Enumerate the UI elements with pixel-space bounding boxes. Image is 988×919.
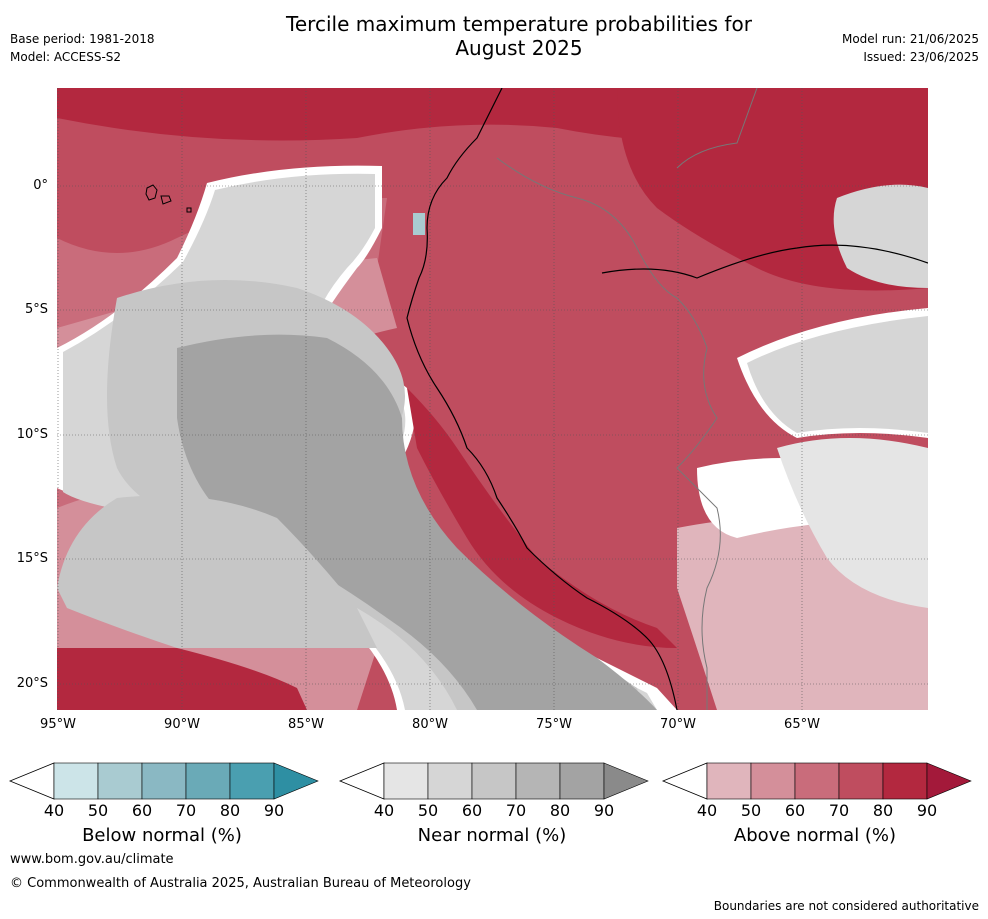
map-title-line2: August 2025 [455,36,583,60]
colorbar-2-swatch-5 [926,762,972,800]
shade-near-80 [177,334,657,710]
colorbar-0-swatch-3 [185,762,231,800]
cb-below-tick-80: 80 [219,801,241,820]
coastline [406,88,678,710]
probability-map [57,88,928,710]
cb-above-title: Above normal (%) [733,825,897,846]
cb-near-tick-60: 60 [461,801,483,820]
colorbar-1-swatch-0 [383,762,429,800]
colorbar-1-swatch-5 [603,762,649,800]
colorbar-1-swatch-1 [427,762,473,800]
lat-label-20s: 20°S [16,676,48,691]
lat-label-5s: 5°S [24,302,48,317]
colorbar-0-swatch-5 [273,762,319,800]
cb-below-tick-90: 90 [263,801,285,820]
colorbar-2-swatch-4 [882,762,928,800]
map-title: Tercile maximum temperature probabilitie… [219,12,819,60]
colorbar-2-swatch-1 [750,762,796,800]
colorbar-below [8,762,319,800]
cb-below-tick-40: 40 [43,801,65,820]
lat-label-15s: 15°S [16,551,48,566]
cb-above-tick-40: 40 [696,801,718,820]
shade-near-50-northeast [833,184,928,288]
lon-label-80w: 80°W [412,717,448,732]
colorbar-above [661,762,972,800]
footer-copyright: © Commonwealth of Australia 2025, Austra… [10,876,471,891]
country-borders [496,157,721,710]
cb-near-tick-70: 70 [505,801,527,820]
lat-label-0: 0° [33,178,48,193]
footer-disclaimer: Boundaries are not considered authoritat… [713,899,979,913]
shade-near-40-southeast [777,438,928,608]
cb-above-tick-60: 60 [784,801,806,820]
lon-label-90w: 90°W [164,717,200,732]
cb-above-tick-90: 90 [916,801,938,820]
colorbar-1-swatch-4 [559,762,605,800]
cb-below-title: Below normal (%) [82,825,242,846]
base-period-label: Base period: 1981-2018 [10,32,155,46]
lon-label-95w: 95°W [40,717,76,732]
cb-near-tick-80: 80 [549,801,571,820]
lon-label-65w: 65°W [784,717,820,732]
shade-above-90-peru-coast [407,388,677,648]
footer-url[interactable]: www.bom.gov.au/climate [10,852,174,867]
cb-near-title: Near normal (%) [417,825,567,846]
colorbar-0-swatch-2 [141,762,187,800]
lat-gridlines [57,185,928,685]
shade-below-50-patch [413,213,425,235]
colorbar-2-swatch-3 [838,762,884,800]
model-run-label: Model run: 21/06/2025 [841,32,979,46]
colorbar-2-swatch-0 [706,762,752,800]
cb-near-tick-40: 40 [373,801,395,820]
cb-below-tick-70: 70 [175,801,197,820]
amazon-river [601,244,928,279]
lon-label-75w: 75°W [536,717,572,732]
lon-label-85w: 85°W [288,717,324,732]
shade-near-50-east [747,316,928,433]
colorbar-0-swatch-1 [97,762,143,800]
colorbar-1-swatch-3 [515,762,561,800]
shade-near-60-south [57,495,377,648]
lon-label-70w: 70°W [660,717,696,732]
model-label: Model: ACCESS-S2 [10,50,122,64]
cb-below-tick-50: 50 [87,801,109,820]
cb-near-tick-50: 50 [417,801,439,820]
colorbar-near [338,762,649,800]
cb-near-tick-90: 90 [593,801,615,820]
colorbar-0-swatch-0 [53,762,99,800]
issued-label: Issued: 23/06/2025 [863,50,979,64]
galapagos-islands [145,184,192,213]
map-title-line1: Tercile maximum temperature probabilitie… [286,12,752,36]
colorbar-1-swatch-2 [471,762,517,800]
map-svg [57,88,928,710]
border-colombia-venezuela [676,88,758,169]
cb-above-tick-50: 50 [740,801,762,820]
cb-above-tick-70: 70 [828,801,850,820]
colorbar-2-swatch-2 [794,762,840,800]
colorbar-0-swatch-4 [229,762,275,800]
cb-above-tick-80: 80 [872,801,894,820]
lat-label-10s: 10°S [16,427,48,442]
cb-below-tick-60: 60 [131,801,153,820]
